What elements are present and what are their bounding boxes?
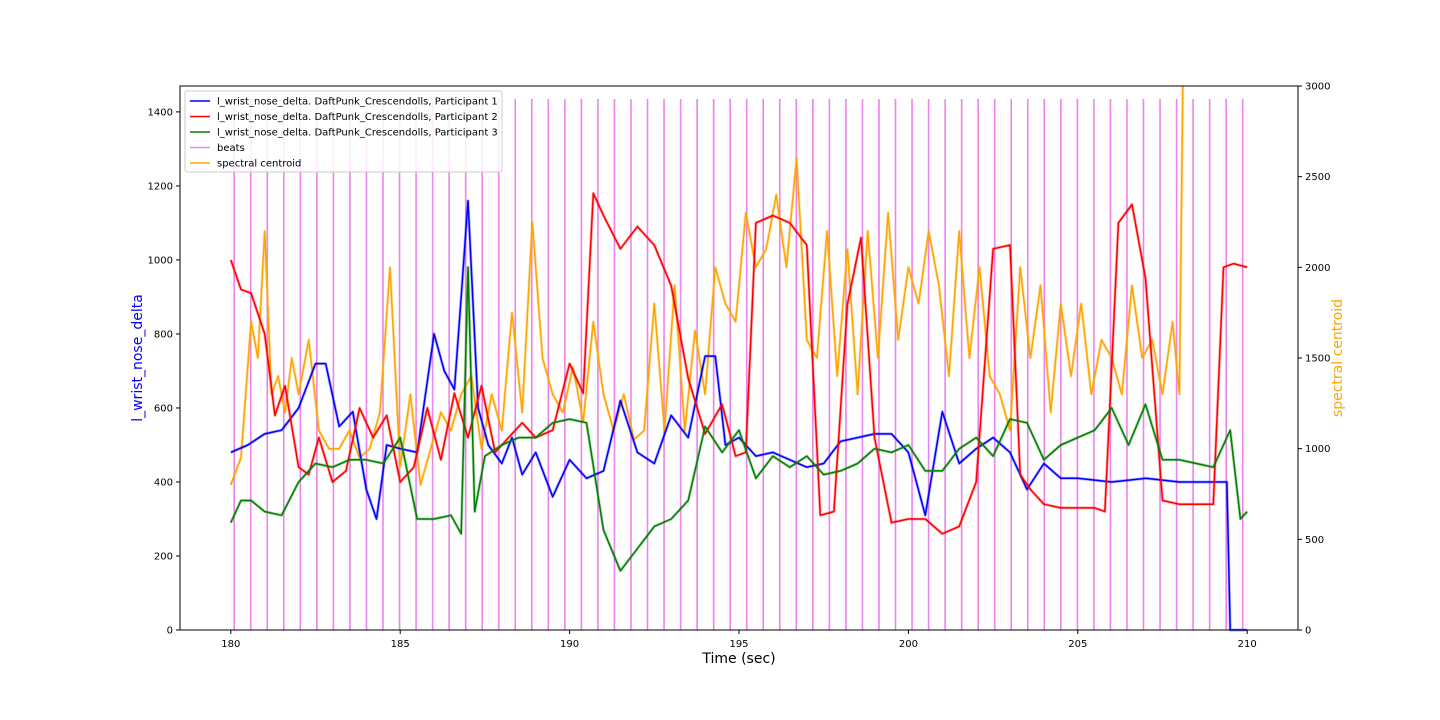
centroid-layer [229, 85, 1185, 487]
y-right-tick-label: 1000 [1305, 444, 1330, 455]
series-p2-line [230, 192, 1248, 535]
y-left-tick-label: 200 [154, 551, 173, 562]
y-left-tick-label: 0 [167, 626, 173, 637]
series-p3-line [230, 266, 1248, 572]
legend: l_wrist_nose_delta. DaftPunk_Crescendoll… [184, 90, 503, 173]
y-left-tick-label: 1000 [148, 255, 173, 266]
y-right-tick-label: 500 [1305, 535, 1324, 546]
series-centroid-line [230, 85, 1184, 486]
y-left-tick-label: 600 [154, 403, 173, 414]
legend-label-p2: l_wrist_nose_delta. DaftPunk_Crescendoll… [217, 112, 498, 123]
y-right-tick-label: 0 [1305, 626, 1311, 637]
y-left-tick-label: 1400 [148, 107, 173, 118]
y-right-tick-label: 2000 [1305, 263, 1330, 274]
x-tick-label: 205 [1068, 639, 1087, 650]
y-left-tick-label: 1200 [148, 181, 173, 192]
legend-label-beats: beats [217, 143, 245, 154]
series-layer [229, 191, 1249, 632]
x-tick-label: 180 [221, 639, 240, 650]
x-tick-label: 200 [899, 639, 918, 650]
y-right-tick-label: 2500 [1305, 172, 1330, 183]
y-left-tick-label: 400 [154, 477, 173, 488]
y-left-axis-label: l_wrist_nose_delta [130, 294, 146, 422]
series-p1-line [230, 199, 1248, 631]
x-tick-label: 190 [560, 639, 579, 650]
x-axis-ticks: 180 185 190 195 200 205 210 [221, 630, 1257, 650]
legend-label-p1: l_wrist_nose_delta. DaftPunk_Crescendoll… [217, 97, 498, 108]
legend-box [184, 90, 503, 173]
y-left-axis-ticks: 0 200 400 600 800 1000 1200 1400 [148, 107, 180, 637]
x-axis-label: Time (sec) [701, 651, 775, 667]
x-tick-label: 195 [729, 639, 748, 650]
legend-label-p3: l_wrist_nose_delta. DaftPunk_Crescendoll… [217, 128, 498, 139]
legend-label-centroid: spectral centroid [217, 159, 301, 170]
y-right-tick-label: 1500 [1305, 354, 1330, 365]
y-right-axis-ticks: 0 500 1000 1500 2000 2500 3000 [1298, 82, 1330, 637]
y-right-axis-label: spectral centroid [1330, 299, 1346, 417]
y-left-tick-label: 800 [154, 329, 173, 340]
x-tick-label: 185 [391, 639, 410, 650]
y-right-tick-label: 3000 [1305, 82, 1330, 93]
x-tick-label: 210 [1238, 639, 1257, 650]
